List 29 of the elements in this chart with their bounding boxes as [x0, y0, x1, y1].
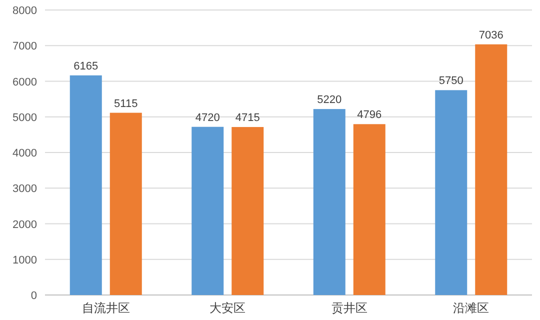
y-tick-label: 3000 — [12, 183, 37, 196]
x-tick-label: 大安区 — [210, 301, 246, 315]
data-label: 4720 — [195, 112, 220, 124]
y-tick-label: 0 — [30, 290, 37, 302]
y-tick-label: 1000 — [12, 254, 37, 266]
bar — [353, 124, 386, 295]
bar — [232, 127, 264, 295]
bar — [192, 126, 224, 295]
x-tick-label: 贡井区 — [331, 301, 368, 315]
data-label: 6165 — [74, 60, 98, 72]
data-label: 5115 — [114, 98, 138, 110]
y-tick-label: 8000 — [12, 5, 37, 17]
x-tick-label: 自流井区 — [82, 301, 130, 315]
bar — [435, 90, 468, 295]
y-tick-label: 5000 — [12, 112, 37, 124]
data-label: 4715 — [235, 112, 260, 124]
data-label: 5220 — [317, 94, 342, 106]
bar — [110, 112, 142, 295]
data-label: 5750 — [438, 75, 464, 88]
bar — [475, 44, 508, 295]
x-tick-label: 沿滩区 — [453, 301, 490, 315]
y-tick-label: 4000 — [12, 148, 37, 160]
bar — [313, 109, 346, 295]
y-tick-label: 7000 — [12, 40, 37, 53]
bar — [70, 75, 102, 295]
data-label: 4796 — [357, 109, 382, 122]
y-tick-label: 6000 — [12, 76, 37, 88]
y-tick-label: 2000 — [12, 218, 37, 231]
data-label: 7036 — [478, 29, 504, 42]
